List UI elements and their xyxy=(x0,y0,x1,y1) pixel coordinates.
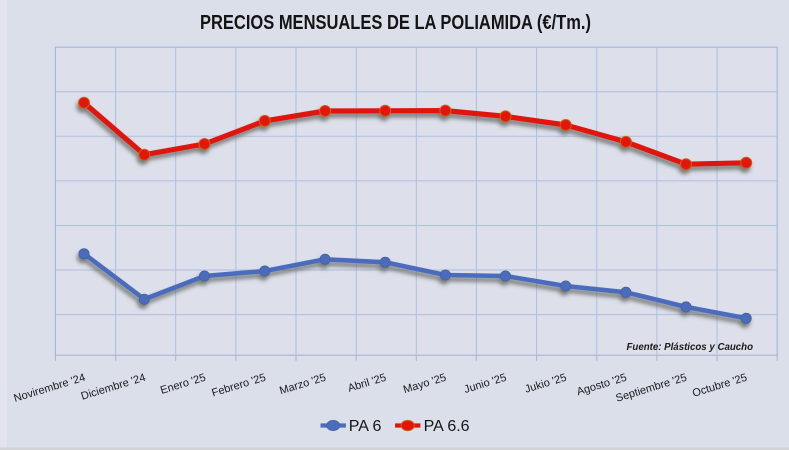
svg-text:PRECIOS MENSUALES DE LA POLIAM: PRECIOS MENSUALES DE LA POLIAMIDA (€/Tm.… xyxy=(200,12,591,34)
svg-text:PA 6: PA 6 xyxy=(349,418,382,435)
svg-text:PA 6.6: PA 6.6 xyxy=(424,418,470,435)
svg-text:Fuente: Plásticos y Caucho: Fuente: Plásticos y Caucho xyxy=(626,342,753,353)
